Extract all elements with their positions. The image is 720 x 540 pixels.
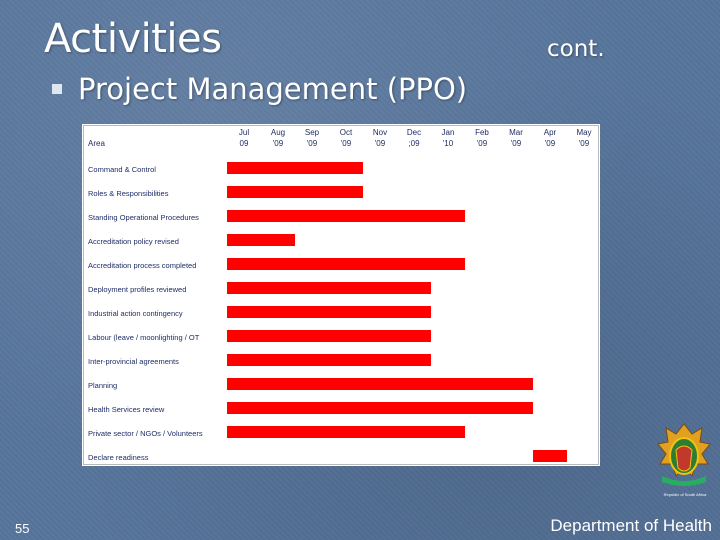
task-bar-4 <box>227 258 465 270</box>
month-label-0: Jul <box>239 128 249 137</box>
task-label-4: Accreditation process completed <box>88 261 196 270</box>
task-label-5: Deployment profiles reviewed <box>88 285 186 294</box>
crest-caption: Republic of South Africa <box>663 492 707 497</box>
area-header: Area <box>88 139 105 148</box>
month-label-5: Dec <box>407 128 421 137</box>
task-bar-8 <box>227 354 431 366</box>
month-year-7: '09 <box>477 139 488 148</box>
month-year-6: '10 <box>443 139 454 148</box>
task-bar-12 <box>533 450 567 462</box>
task-label-7: Labour (leave / moonlighting / OT <box>88 333 200 342</box>
slide-title: Activities <box>44 16 222 62</box>
month-label-6: Jan <box>442 128 455 137</box>
task-label-9: Planning <box>88 381 117 390</box>
month-label-9: Apr <box>544 128 557 137</box>
task-bar-9 <box>227 378 533 390</box>
gantt-chart: Area Jul 09 Aug '09 Sep '09 Oct '09 Nov '09 Dec ;09 J… <box>82 124 600 466</box>
month-label-2: Sep <box>305 128 320 137</box>
month-year-0: 09 <box>240 139 249 148</box>
task-bar-3 <box>227 234 295 246</box>
continued-label: cont. <box>547 36 605 62</box>
task-label-12: Declare readiness <box>88 453 149 462</box>
month-year-4: '09 <box>375 139 386 148</box>
month-label-10: May <box>576 128 591 137</box>
task-label-3: Accreditation policy revised <box>88 237 179 246</box>
task-bar-10 <box>227 402 533 414</box>
month-year-10: '09 <box>579 139 590 148</box>
task-label-0: Command & Control <box>88 165 156 174</box>
task-bar-2 <box>227 210 465 222</box>
month-label-7: Feb <box>475 128 489 137</box>
month-year-3: '09 <box>341 139 352 148</box>
task-bar-1 <box>227 186 363 198</box>
footer-department: Department of Health <box>550 516 712 535</box>
task-label-1: Roles & Responsibilities <box>88 189 169 198</box>
task-label-11: Private sector / NGOs / Volunteers <box>88 429 203 438</box>
month-label-1: Aug <box>271 128 285 137</box>
task-label-10: Health Services review <box>88 405 165 414</box>
month-year-1: '09 <box>273 139 284 148</box>
month-label-4: Nov <box>373 128 387 137</box>
month-year-8: '09 <box>511 139 522 148</box>
task-label-2: Standing Operational Procedures <box>88 213 199 222</box>
task-bar-0 <box>227 162 363 174</box>
task-bar-11 <box>227 426 465 438</box>
task-bar-7 <box>227 330 431 342</box>
task-bar-5 <box>227 282 431 294</box>
month-label-3: Oct <box>340 128 353 137</box>
bullet-item: Project Management (PPO) <box>52 72 467 106</box>
task-bar-6 <box>227 306 431 318</box>
task-label-6: Industrial action contingency <box>88 309 183 318</box>
chart-border <box>83 125 599 465</box>
month-year-9: '09 <box>545 139 556 148</box>
coat-of-arms-icon <box>657 423 711 486</box>
page-number: 55 <box>15 521 30 536</box>
bullet-text: Project Management (PPO) <box>78 72 468 106</box>
chart-panel <box>82 124 600 466</box>
square-bullet-icon <box>52 84 62 94</box>
month-year-5: ;09 <box>408 139 420 148</box>
month-label-8: Mar <box>509 128 523 137</box>
task-label-8: Inter-provincial agreements <box>88 357 179 366</box>
month-year-2: '09 <box>307 139 318 148</box>
